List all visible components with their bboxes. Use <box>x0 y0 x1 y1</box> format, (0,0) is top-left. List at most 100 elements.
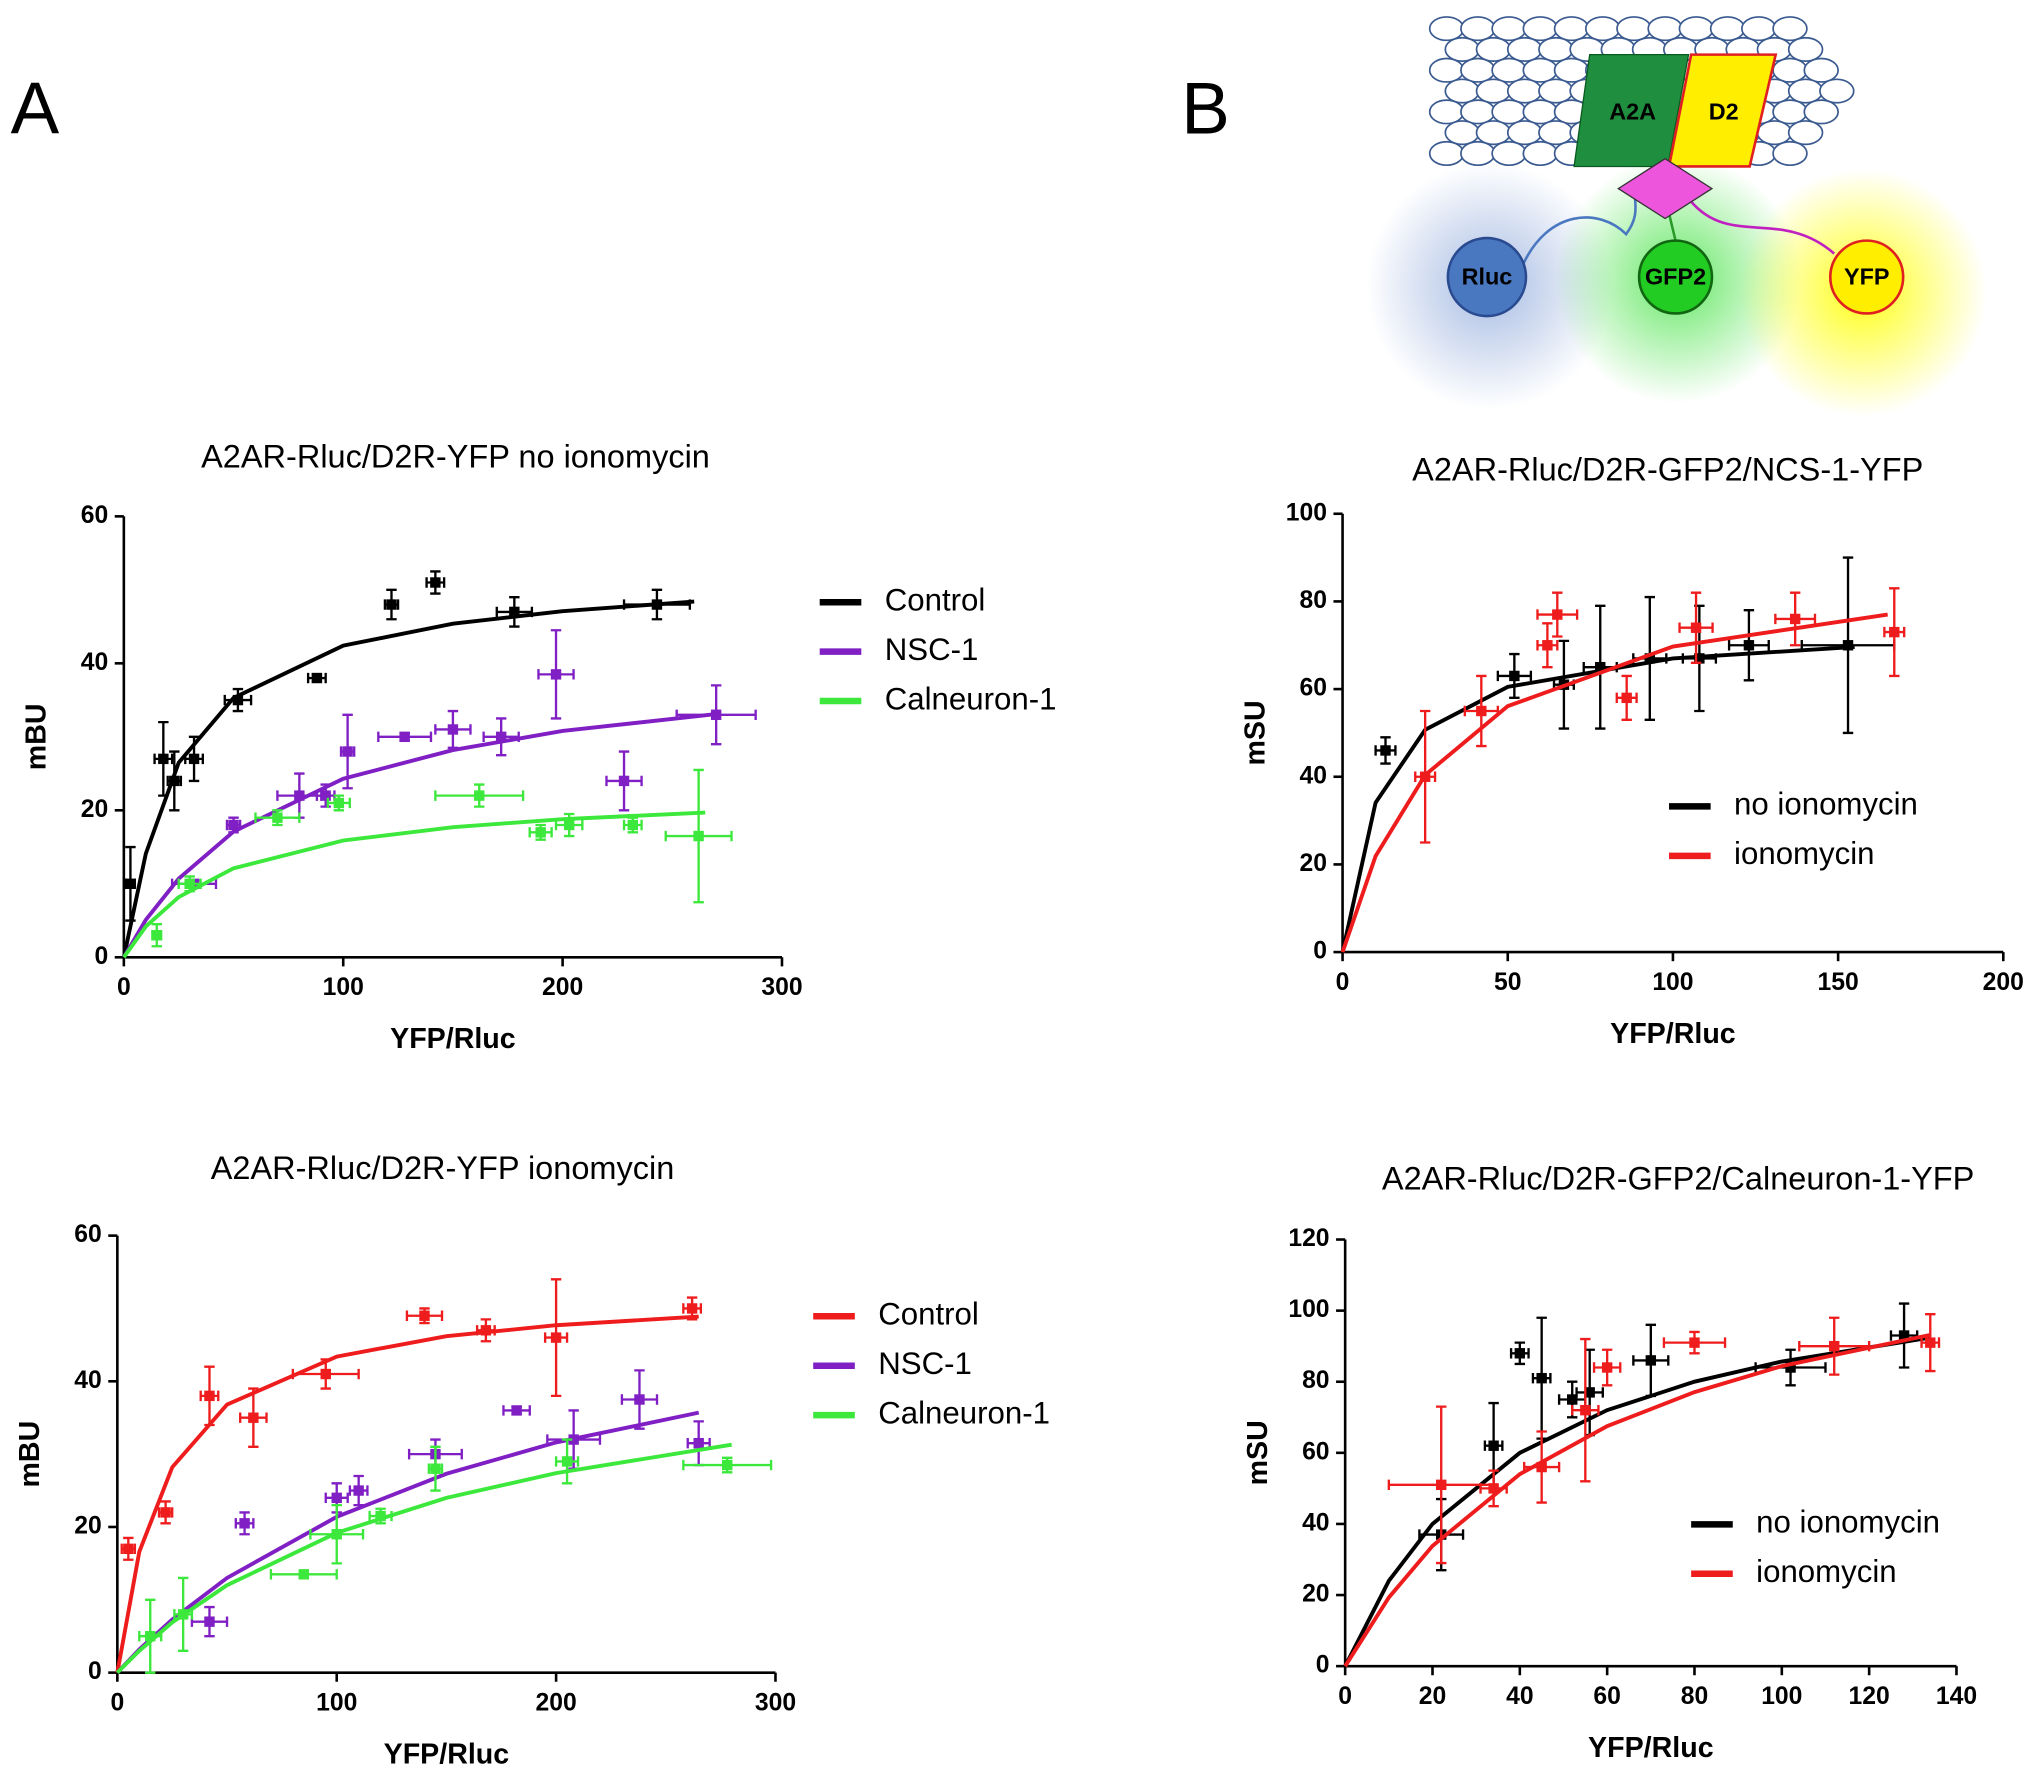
data-point <box>204 1616 215 1627</box>
lipid <box>1475 78 1512 104</box>
gfp-circle <box>1637 239 1714 315</box>
y-tick-label: 20 <box>81 796 108 823</box>
data-point <box>1785 1362 1796 1373</box>
lipid <box>1538 78 1574 104</box>
series <box>115 1438 773 1675</box>
x-tick-label: 60 <box>1593 1683 1620 1710</box>
series <box>115 1278 703 1673</box>
x-tick-label: 100 <box>316 1689 357 1716</box>
data-point <box>686 1303 698 1314</box>
lipid <box>1709 16 1746 42</box>
data-point <box>535 827 546 838</box>
lipid <box>1538 36 1574 62</box>
lipid <box>1772 140 1808 167</box>
fit-curve <box>122 712 717 959</box>
data-point <box>509 606 520 618</box>
ncs-protein <box>1617 157 1714 220</box>
lipid <box>1787 120 1824 146</box>
data-point <box>1380 745 1391 756</box>
x-tick-label: 20 <box>1419 1683 1446 1710</box>
legend-label: ionomycin <box>1756 1554 1896 1589</box>
data-point <box>1889 626 1900 638</box>
x-axis-label: YFP/Rluc <box>390 1023 516 1055</box>
data-point <box>651 599 663 610</box>
y-tick-label: 60 <box>81 502 108 529</box>
lipid <box>1553 57 1590 83</box>
data-point <box>1645 1355 1657 1366</box>
data-point <box>1694 653 1705 664</box>
data-point <box>342 746 353 757</box>
chart-title: A2AR-Rluc/D2R-YFP ionomycin <box>211 1150 675 1186</box>
data-point <box>1436 1479 1447 1491</box>
x-tick-label: 0 <box>1336 969 1350 996</box>
lipid <box>1460 140 1496 167</box>
legend-label: Control <box>878 1297 979 1332</box>
data-point <box>1488 1440 1499 1451</box>
data-point <box>430 577 441 588</box>
lipid <box>1428 99 1465 125</box>
data-point <box>353 1485 364 1496</box>
lipid <box>1428 16 1465 42</box>
legend-label: no ionomycin <box>1734 787 1918 822</box>
lipid <box>1787 36 1824 62</box>
data-point <box>333 797 345 809</box>
y-tick-label: 120 <box>1288 1225 1329 1252</box>
diagram-label: YFP <box>1844 264 1890 290</box>
lipid <box>1772 99 1808 125</box>
data-point <box>151 930 162 941</box>
lipid <box>1538 120 1574 146</box>
data-point <box>320 790 331 801</box>
data-point <box>1601 1362 1613 1373</box>
legend-label: NSC-1 <box>878 1346 972 1381</box>
data-point <box>1584 1387 1595 1398</box>
data-point <box>1514 1348 1526 1359</box>
y-tick-label: 40 <box>1302 1509 1329 1536</box>
lipid <box>1741 16 1777 42</box>
data-point <box>1925 1337 1936 1348</box>
lipid <box>1491 99 1527 125</box>
chart-title: A2AR-Rluc/D2R-GFP2/Calneuron-1-YFP <box>1382 1161 1974 1197</box>
y-tick-label: 20 <box>74 1513 101 1540</box>
data-point <box>618 775 630 787</box>
data-point <box>125 878 136 889</box>
lipid <box>1772 57 1808 83</box>
data-point <box>1580 1404 1591 1416</box>
fit-curve <box>1343 1332 1931 1668</box>
data-point <box>331 1529 342 1540</box>
y-tick-label: 100 <box>1286 499 1327 526</box>
lipid <box>1506 36 1543 62</box>
data-point <box>627 819 639 831</box>
legend-label: Control <box>885 582 986 617</box>
lipid <box>1475 120 1512 146</box>
data-point <box>1567 1394 1578 1405</box>
lipid <box>1491 57 1527 83</box>
fit-curve <box>115 1314 699 1673</box>
data-point <box>272 812 283 823</box>
y-tick-label: 0 <box>88 1658 102 1685</box>
x-tick-label: 200 <box>1983 969 2024 996</box>
data-point <box>495 731 507 743</box>
legend-label: Calneuron-1 <box>885 681 1057 716</box>
lipid <box>1491 16 1527 42</box>
data-point <box>228 819 239 831</box>
lipid <box>1756 120 1793 146</box>
data-point <box>177 1609 189 1620</box>
series <box>115 1369 711 1674</box>
data-point <box>184 878 195 889</box>
lipid <box>1444 78 1480 104</box>
diagram: A2A D2 Rluc GFP2 YFP <box>1365 16 1987 417</box>
fit-curve <box>1340 612 1888 953</box>
data-point <box>1842 640 1854 651</box>
legend-label: NSC-1 <box>885 632 979 667</box>
y-tick-label: 20 <box>1299 850 1326 877</box>
series <box>122 629 757 959</box>
lipid <box>1444 36 1480 62</box>
fit-curve <box>1343 1335 1931 1668</box>
series <box>121 570 695 958</box>
panel-label: B <box>1181 69 1230 150</box>
lipid <box>1522 16 1559 42</box>
y-tick-label: 0 <box>1316 1652 1330 1679</box>
panel-label: A <box>11 69 60 150</box>
series <box>1343 1313 1941 1668</box>
